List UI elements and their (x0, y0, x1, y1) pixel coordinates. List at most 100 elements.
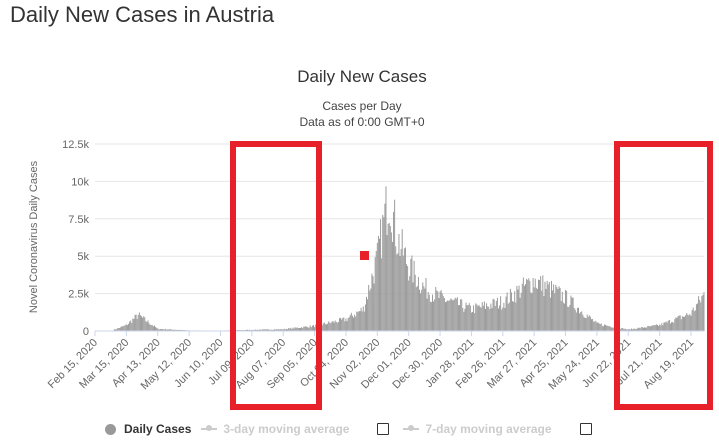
bar-daily-cases (516, 285, 518, 331)
bar-daily-cases (480, 307, 482, 331)
bar-daily-cases (588, 315, 590, 331)
bar-daily-cases (586, 314, 588, 331)
legend-item-3day-average[interactable]: 3-day moving average (201, 422, 349, 436)
bar-daily-cases (292, 327, 294, 331)
bar-daily-cases (700, 302, 702, 331)
bar-daily-cases (429, 301, 431, 331)
bar-daily-cases (255, 329, 257, 331)
bar-daily-cases (660, 325, 662, 331)
bar-daily-cases (574, 309, 576, 331)
bar-daily-cases (370, 288, 372, 331)
bar-daily-cases (294, 327, 296, 331)
bar-daily-cases (115, 329, 117, 331)
bar-daily-cases (329, 322, 331, 331)
bar-daily-cases (131, 322, 133, 331)
bar-daily-cases (434, 299, 436, 331)
bar-daily-cases (601, 325, 603, 331)
bar-daily-cases (542, 275, 544, 331)
bar-daily-cases (686, 313, 688, 331)
bar-daily-cases (621, 327, 623, 331)
highlight-marker (360, 251, 369, 260)
bar-daily-cases (657, 324, 658, 331)
bar-daily-cases (132, 318, 134, 331)
bar-daily-cases (549, 297, 551, 331)
bar-daily-cases (264, 329, 266, 331)
bar-daily-cases (435, 287, 437, 331)
bar-daily-cases (547, 284, 549, 331)
checkbox-7day-average[interactable] (579, 423, 592, 435)
bar-daily-cases (501, 309, 503, 331)
bar-daily-cases (122, 326, 124, 331)
bar-daily-cases (269, 329, 271, 331)
bar-daily-cases (360, 307, 362, 331)
checkbox-3day-average[interactable] (377, 423, 390, 435)
bar-daily-cases (303, 326, 305, 331)
bar-daily-cases (150, 324, 152, 331)
bar-daily-cases (282, 329, 284, 331)
bar-daily-cases (555, 284, 557, 331)
bar-daily-cases (697, 303, 698, 331)
bar-daily-cases (375, 250, 377, 331)
bar-daily-cases (682, 316, 684, 331)
bar-daily-cases (399, 256, 401, 331)
bar-daily-cases (546, 280, 548, 331)
bar-daily-cases (610, 327, 612, 331)
bar-daily-cases (428, 294, 430, 331)
bar-daily-cases (695, 304, 697, 331)
bar-daily-cases (120, 326, 122, 331)
legend-line-icon (403, 425, 420, 431)
bar-daily-cases (160, 328, 162, 331)
bar-daily-cases (364, 304, 366, 331)
bar-daily-cases (557, 289, 559, 331)
bar-daily-cases (591, 319, 592, 331)
bar-daily-cases (389, 225, 391, 331)
bar-daily-cases (414, 274, 416, 331)
bar-daily-cases (128, 323, 130, 331)
bar-daily-cases (410, 258, 412, 331)
bar-daily-cases (538, 279, 539, 331)
bar-daily-cases (149, 324, 151, 331)
bar-daily-cases (691, 310, 693, 331)
bar-daily-cases (521, 283, 523, 331)
bar-daily-cases (580, 312, 582, 331)
bar-daily-cases (171, 329, 173, 331)
bar-daily-cases (328, 321, 330, 331)
legend-item-daily-cases[interactable]: Daily Cases (105, 422, 191, 436)
bar-daily-cases (513, 301, 515, 331)
bar-daily-cases (369, 290, 371, 331)
bar-daily-cases (554, 293, 556, 331)
bar-daily-cases (333, 322, 335, 331)
bar-daily-cases (566, 290, 568, 331)
bar-daily-cases (330, 323, 332, 331)
bar-daily-cases (124, 325, 126, 331)
bar-daily-cases (273, 329, 274, 331)
bar-daily-cases (366, 296, 367, 331)
bar-daily-cases (653, 325, 655, 331)
bar-daily-cases (146, 322, 148, 331)
legend-item-7day-average[interactable]: 7-day moving average (403, 422, 552, 436)
bar-daily-cases (636, 328, 638, 331)
bar-daily-cases (265, 329, 267, 331)
bar-daily-cases (467, 305, 469, 331)
bar-daily-cases (647, 326, 649, 331)
bar-daily-cases (475, 303, 477, 331)
bar-daily-cases (335, 321, 337, 331)
bar-daily-cases (518, 285, 520, 331)
bar-daily-cases (371, 273, 373, 331)
bar-daily-cases (545, 288, 547, 331)
bar-daily-cases (560, 300, 562, 331)
bar-daily-cases (307, 327, 309, 331)
bar-daily-cases (350, 312, 352, 331)
bar-daily-cases (377, 235, 379, 331)
bar-daily-cases (578, 307, 580, 331)
bar-daily-cases (415, 287, 417, 331)
y-axis-ticks: 0 2.5k 5k 7.5k 10k 12.5k (62, 139, 89, 338)
bar-daily-cases (119, 327, 121, 331)
bar-daily-cases (508, 302, 510, 331)
bar-daily-cases (595, 320, 597, 331)
bar-daily-cases (483, 301, 485, 331)
bar-daily-cases (642, 327, 644, 331)
bar-daily-cases (396, 254, 398, 331)
